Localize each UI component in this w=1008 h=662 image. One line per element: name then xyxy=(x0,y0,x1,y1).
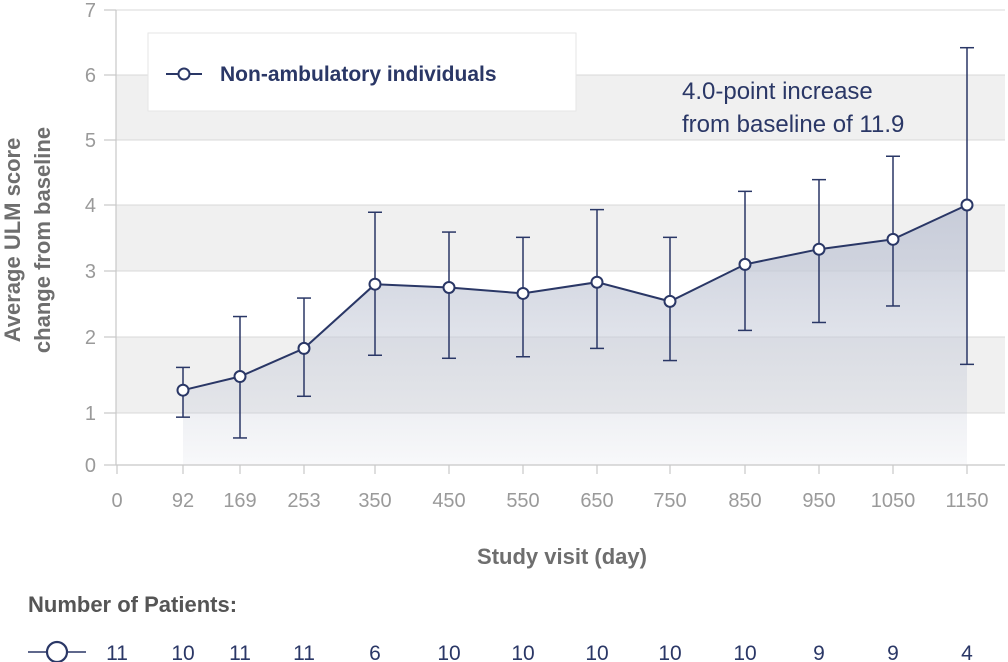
open-circle-icon xyxy=(28,640,86,662)
data-point-253 xyxy=(297,341,311,355)
y-axis-title-line-2: change from baseline xyxy=(30,127,55,353)
x-tick-label-450: 450 xyxy=(432,490,465,512)
patients-title: Number of Patients: xyxy=(28,592,237,617)
data-point-92 xyxy=(176,383,190,397)
x-tick-label-0: 0 xyxy=(111,490,122,512)
error-bar xyxy=(442,231,456,360)
data-point-850 xyxy=(738,257,752,271)
data-point-650 xyxy=(590,275,604,289)
y-tick-label-2: 2 xyxy=(85,327,96,349)
x-tick-label-950: 950 xyxy=(802,490,835,512)
x-tick-label-750: 750 xyxy=(653,490,686,512)
x-tick-label-253: 253 xyxy=(287,490,320,512)
patient-count: 10 xyxy=(658,642,681,662)
legend-marker-icon xyxy=(166,67,202,81)
area-fill xyxy=(183,205,967,465)
patient-count: 6 xyxy=(369,642,381,662)
x-tick-label-1050: 1050 xyxy=(871,490,916,512)
x-tick-label-550: 550 xyxy=(506,490,539,512)
patient-count: 9 xyxy=(887,642,899,662)
patient-count: 11 xyxy=(293,642,315,662)
data-point-550 xyxy=(516,286,530,300)
x-tick-label-350: 350 xyxy=(358,490,391,512)
patient-count: 10 xyxy=(171,642,194,662)
data-point-350 xyxy=(368,277,382,291)
y-axis-title-line-1: Average ULM score xyxy=(0,138,25,343)
x-tick-label-650: 650 xyxy=(580,490,613,512)
annotation-line-1: 4.0-point increase xyxy=(682,78,873,105)
data-point-1050 xyxy=(886,232,900,246)
patient-count: 4 xyxy=(961,642,973,662)
data-point-169 xyxy=(233,370,247,384)
x-tick-label-1150: 1150 xyxy=(945,490,988,512)
patient-count: 11 xyxy=(229,642,251,662)
error-bar xyxy=(886,155,900,307)
y-tick-label-6: 6 xyxy=(85,65,96,87)
y-tick-label-5: 5 xyxy=(85,130,96,152)
patient-count: 10 xyxy=(733,642,756,662)
y-tick-label-1: 1 xyxy=(85,403,96,425)
y-tick-label-4: 4 xyxy=(85,195,96,217)
data-point-750 xyxy=(663,294,677,308)
y-tick-label-3: 3 xyxy=(85,261,96,283)
y-tick-label-0: 0 xyxy=(85,455,96,477)
patient-count: 10 xyxy=(585,642,608,662)
patient-count: 9 xyxy=(813,642,825,662)
x-tick-label-169: 169 xyxy=(223,490,256,512)
x-axis-title: Study visit (day) xyxy=(477,544,647,569)
x-tick-label-850: 850 xyxy=(728,490,761,512)
patient-count: 10 xyxy=(437,642,460,662)
legend-label: Non-ambulatory individuals xyxy=(220,63,497,86)
data-point-1150 xyxy=(960,198,974,212)
patient-count: 11 xyxy=(106,642,128,662)
patient-count: 10 xyxy=(511,642,534,662)
series-line xyxy=(182,204,968,392)
data-point-950 xyxy=(812,242,826,256)
y-tick-label-7: 7 xyxy=(85,0,96,22)
annotation-line-2: from baseline of 11.9 xyxy=(682,111,904,138)
x-tick-label-92: 92 xyxy=(172,490,194,512)
legend: Non-ambulatory individuals xyxy=(147,32,577,112)
data-point-450 xyxy=(442,281,456,294)
